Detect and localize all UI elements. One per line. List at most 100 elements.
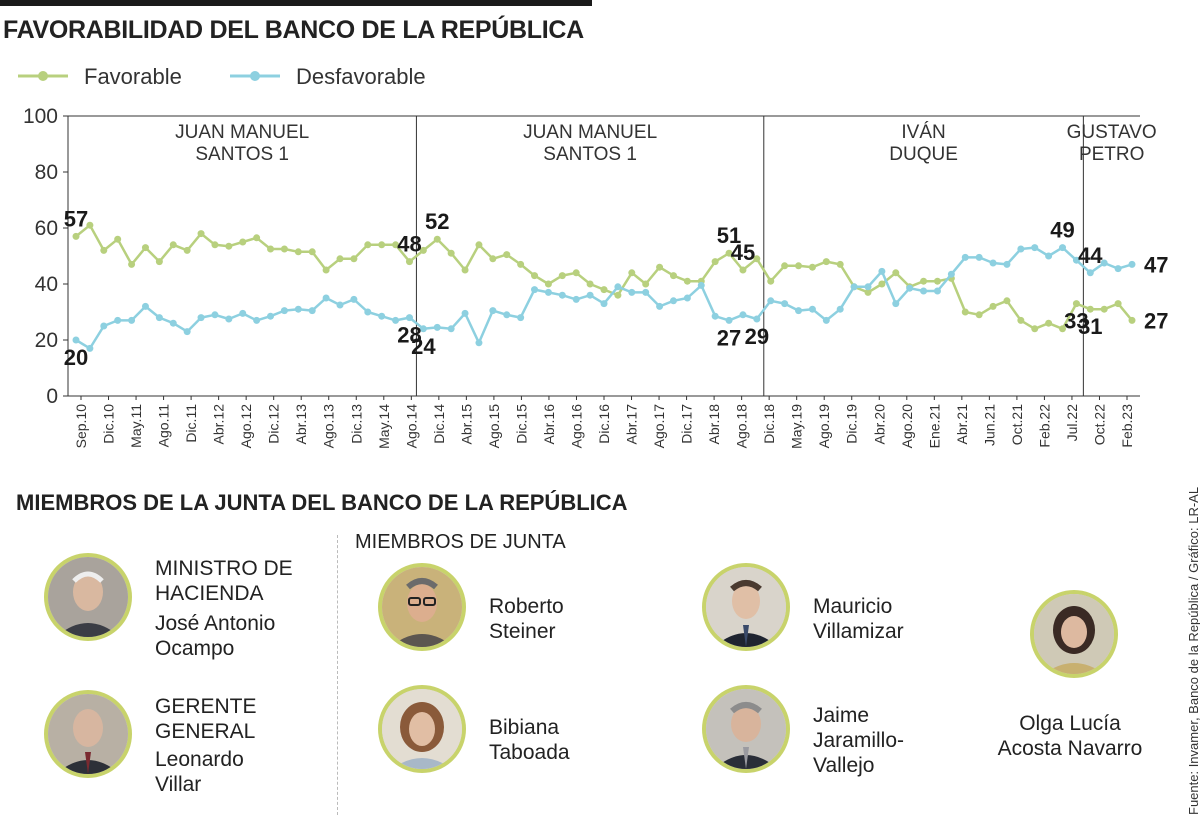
members-label: MIEMBROS DE JUNTA [355,531,566,553]
data-point-desfavorable [558,291,566,299]
data-point-desfavorable [211,311,219,319]
data-point-favorable [808,263,816,271]
data-point-desfavorable [308,307,316,315]
x-tick-label: Ene.21 [926,404,942,449]
data-point-desfavorable [739,311,747,319]
x-tick-label: May.19 [789,404,805,449]
avatar [378,563,466,651]
data-point-desfavorable [350,295,358,303]
value-label: 27 [1144,308,1168,333]
data-point-desfavorable [642,288,650,296]
value-label: 31 [1078,314,1102,339]
data-point-desfavorable [1059,244,1067,252]
x-tick-label: Ago.17 [651,404,667,449]
data-point-favorable [169,241,177,249]
period-label: JUAN MANUEL [523,122,657,143]
legend-favorable-label: Favorable [84,64,182,89]
data-point-favorable [892,269,900,277]
x-tick-label: Abr.17 [624,404,640,445]
data-point-desfavorable [447,325,455,333]
data-point-favorable [447,249,455,257]
value-label: 29 [745,324,769,349]
data-point-favorable [197,230,205,238]
data-point-favorable [433,235,441,243]
data-point-desfavorable [86,344,94,352]
x-tick-label: Dic.17 [679,404,695,444]
top-rule [0,0,592,6]
value-label: 27 [717,325,741,350]
series-line-favorable [75,223,1133,331]
data-point-desfavorable [822,316,830,324]
x-tick-label: Feb.23 [1119,404,1135,448]
data-point-desfavorable [225,315,233,323]
data-point-favorable [503,251,511,259]
data-point-favorable [1017,316,1025,324]
x-tick-label: Abr.21 [954,404,970,445]
data-point-favorable [225,242,233,250]
x-tick-label: Jul.22 [1064,404,1080,442]
data-point-favorable [364,241,372,249]
data-point-desfavorable [364,308,372,316]
data-point-favorable [836,260,844,268]
x-tick-label: Abr.20 [871,404,887,445]
value-label: 49 [1050,218,1074,243]
data-point-favorable [683,277,691,285]
data-point-desfavorable [920,287,928,295]
data-point-favorable [711,258,719,266]
value-label: 44 [1078,243,1103,268]
data-point-favorable [822,258,830,266]
legend: Favorable Desfavorable [18,64,426,89]
name-line: Olga Lucía [1019,712,1121,735]
data-point-desfavorable [1114,265,1122,273]
data-point-favorable [864,288,872,296]
name-line: Taboada [489,741,570,764]
data-point-favorable [544,280,552,288]
data-point-desfavorable [531,286,539,294]
y-tick-label: 60 [35,217,58,240]
data-point-desfavorable [933,287,941,295]
name-line: Jaramillo- [813,729,905,752]
legend-desfavorable-label: Desfavorable [296,64,426,89]
board-separator [337,535,338,815]
person-photo-icon [382,567,462,647]
data-point-desfavorable [725,316,733,324]
name-line: José Antonio [155,612,276,635]
person-photo-icon [1034,594,1114,674]
data-point-favorable [600,286,608,294]
data-point-desfavorable [683,294,691,302]
data-point-desfavorable [253,316,261,324]
data-point-desfavorable [100,322,108,330]
data-point-desfavorable [697,281,705,289]
data-point-desfavorable [72,336,80,344]
data-point-favorable [72,232,80,240]
x-tick-label: May.14 [376,404,392,449]
data-point-favorable [517,260,525,268]
period-label: SANTOS 1 [195,144,289,165]
data-point-desfavorable [850,283,858,291]
name-line: Vallejo [813,754,875,777]
x-tick-label: Ago.12 [238,404,254,449]
data-point-desfavorable [267,312,275,320]
data-point-favorable [1086,305,1094,313]
data-point-favorable [183,246,191,254]
data-point-desfavorable [392,316,400,324]
value-label: 33 [1064,309,1088,334]
data-point-favorable [489,255,497,263]
data-point-favorable [531,272,539,280]
data-point-favorable [128,260,136,268]
data-point-desfavorable [572,295,580,303]
data-point-desfavorable [1086,269,1094,277]
data-point-desfavorable [517,314,525,322]
data-point-desfavorable [836,305,844,313]
data-point-favorable [253,234,261,242]
name-line: Villamizar [813,620,904,643]
chart-title: FAVORABILIDAD DEL BANCO DE LA REPÚBLICA [3,16,584,44]
data-point-desfavorable [753,315,761,323]
data-point-favorable [475,241,483,249]
data-point-favorable [280,245,288,253]
data-point-desfavorable [628,288,636,296]
x-tick-label: Dic.12 [266,404,282,444]
x-tick-label: Abr.12 [211,404,227,445]
